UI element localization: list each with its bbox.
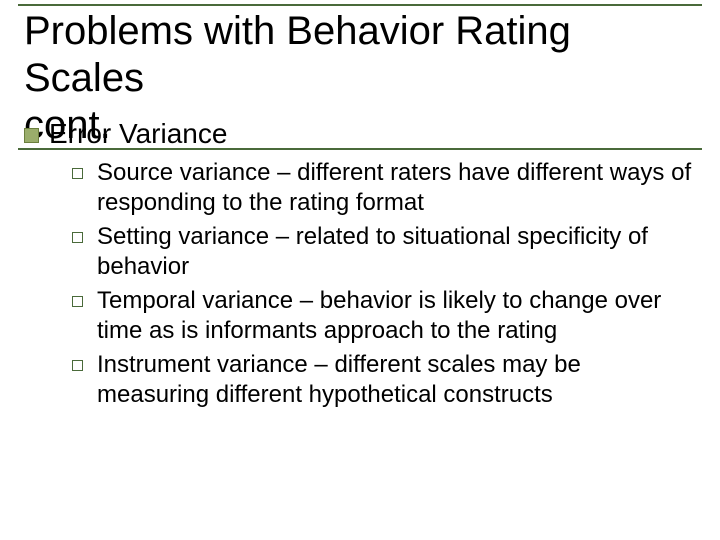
body-block: Error Variance Source variance – differe… [24,118,694,414]
bullet-lvl2: Source variance – different raters have … [72,158,694,218]
hollow-square-icon [72,168,83,179]
lvl1-text: Error Variance [49,118,227,150]
bullet-lvl2: Setting variance – related to situationa… [72,222,694,282]
slide: Problems with Behavior Rating Scales con… [0,0,720,540]
hollow-square-icon [72,296,83,307]
hollow-square-icon [72,232,83,243]
lvl2-list: Source variance – different raters have … [72,158,694,410]
bullet-lvl2: Instrument variance – different scales m… [72,350,694,410]
title-line-2: Scales [18,55,702,102]
bullet-lvl1: Error Variance [24,118,694,150]
hollow-square-icon [72,360,83,371]
title-line-1: Problems with Behavior Rating [18,8,702,55]
bullet-lvl2: Temporal variance – behavior is likely t… [72,286,694,346]
square-bullet-icon [24,128,39,143]
lvl2-text: Setting variance – related to situationa… [97,222,694,282]
lvl2-text: Source variance – different raters have … [97,158,694,218]
lvl2-text: Temporal variance – behavior is likely t… [97,286,694,346]
lvl2-text: Instrument variance – different scales m… [97,350,694,410]
